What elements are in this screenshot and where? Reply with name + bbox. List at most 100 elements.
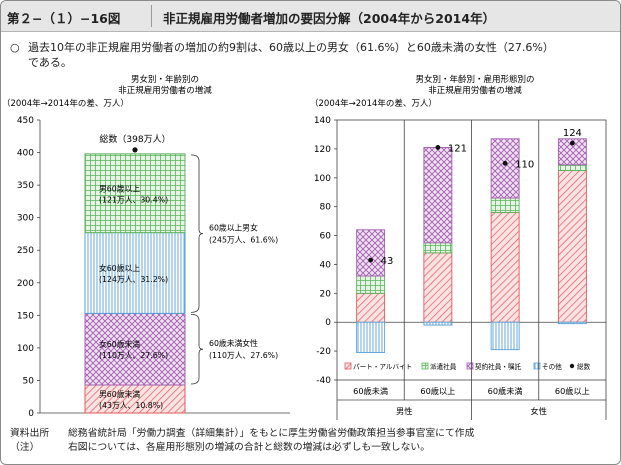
left-segment-name: 男60歳以上: [99, 183, 140, 193]
right-x-category: 60歳以上: [420, 386, 455, 396]
right-bar-part: [490, 211, 520, 323]
footnote-note: （注） 右図については、各雇用形態別の増減の合計と総数の増減は必ずしも一致しない。: [10, 442, 430, 453]
right-total-marker: [569, 140, 575, 146]
legend-label-contract: 契約社員・嘱託: [475, 362, 522, 371]
left-segment-detail: (43万人、10.8%): [99, 401, 163, 410]
left-chart-ylabel: （2004年→2014年の差、万人）: [2, 98, 129, 109]
legend-swatch-part: [344, 362, 352, 370]
right-y-tick-label: -40: [316, 376, 331, 386]
left-brace-detail: (245万人、61.6%): [209, 236, 278, 245]
right-bar-part: [423, 252, 453, 323]
left-chart-title-line2: 非正規雇用労働者の増減: [118, 85, 212, 96]
left-y-tick-label: 450: [17, 116, 34, 126]
right-chart-ylabel: （2004年→2014年の差、万人）: [310, 98, 437, 109]
left-bar-segment-m_60plus: [84, 153, 186, 234]
left-total-marker: [132, 147, 138, 153]
left-brace-label: 60歳以上男女: [209, 223, 258, 233]
left-chart: 男女別・年齢別の 非正規雇用労働者の増減 （2004年→2014年の差、万人） …: [2, 74, 290, 419]
right-bar-contract: [490, 138, 520, 199]
right-bar-contract: [423, 146, 453, 244]
right-legend: パート・アルバイト 派遣社員 契約社員・嘱託 その他 総数: [344, 362, 591, 371]
right-x-group: 女性: [531, 406, 547, 416]
lead-text: ○ 過去10年の非正規雇用労働者の増加の約9割は、60歳以上の男女（61.6%）と…: [10, 40, 610, 70]
right-chart-title-line1: 男女別・年齢別・雇用形態別の: [415, 74, 534, 85]
left-segment-detail: (121万人、30.4%): [99, 195, 168, 204]
right-y-tick-label: 100: [314, 174, 331, 184]
legend-label-other: その他: [542, 362, 562, 371]
right-y-tick-label: 20: [320, 289, 332, 299]
left-segment-name: 女60歳以上: [99, 263, 140, 273]
figure-title: 非正規雇用労働者増加の要因分解（2004年から2014年）: [163, 11, 496, 26]
header-divider: [151, 5, 152, 27]
left-y-tick-label: 100: [17, 344, 34, 354]
footnote-source: 資料出所 総務省統計局「労働力調査（詳細集計）」をもとに厚生労働省労働政策担当参事…: [10, 428, 475, 439]
right-total-label: 43: [381, 256, 394, 267]
right-totals: 43 121 110 124: [368, 128, 582, 267]
left-brace: [190, 313, 204, 385]
left-y-tick-label: 400: [17, 149, 34, 159]
bullet-mark: ○: [10, 41, 20, 54]
left-segment-labels: 男60歳未満 (43万人、10.8%) 女60歳未満 (110万人、27.6%) 女60…: [99, 183, 168, 410]
right-x-group: 男性: [396, 406, 412, 416]
right-bar-dispatch: [423, 242, 453, 254]
left-brace-label: 60歳未満女性: [209, 338, 258, 348]
right-total-label: 121: [448, 143, 467, 154]
legend-label-total: 総数: [577, 362, 591, 371]
right-y-tick-label: 140: [314, 116, 331, 126]
right-bar-dispatch: [557, 164, 587, 172]
right-bar-part: [557, 170, 587, 323]
right-total-marker: [435, 145, 441, 150]
right-bar-dispatch: [356, 275, 386, 294]
right-x-category: 60歳以上: [555, 386, 590, 396]
lead-line-1: 過去10年の非正規雇用労働者の増加の約9割は、60歳以上の男女（61.6%）と6…: [28, 41, 554, 54]
right-x-category: 60歳未満: [353, 386, 388, 396]
left-segment-name: 男60歳未満: [99, 389, 140, 399]
left-y-tick-label: 200: [17, 279, 34, 289]
footnotes: 資料出所 総務省統計局「労働力調査（詳細集計）」をもとに厚生労働省労働政策担当参事…: [10, 427, 474, 455]
right-total-marker: [368, 257, 374, 263]
right-chart-title-line2: 非正規雇用労働者の増減: [428, 85, 522, 96]
right-bar-dispatch: [490, 197, 520, 213]
right-x-category: 60歳未満: [488, 386, 523, 396]
left-segment-detail: (110万人、27.6%): [99, 351, 168, 360]
right-y-tick-label: 60: [320, 232, 332, 242]
legend-swatch-contract: [466, 362, 474, 370]
left-segment-name: 女60歳未満: [99, 339, 140, 349]
right-y-tick-label: 120: [314, 145, 331, 155]
right-bars: [356, 138, 587, 354]
left-bar-segment-f_under60: [84, 312, 186, 386]
legend-label-part: パート・アルバイト: [353, 363, 412, 371]
left-total-label: 総数（398万人）: [99, 133, 170, 145]
right-bar-contract: [356, 229, 386, 277]
left-y-tick-label: 150: [17, 311, 34, 321]
right-total-label: 124: [563, 128, 582, 139]
right-chart: 男女別・年齢別・雇用形態別の 非正規雇用労働者の増減 （2004年→2014年の…: [310, 74, 607, 420]
right-y-tick-label: 40: [320, 260, 332, 270]
lead-line-2: である。: [28, 56, 72, 69]
left-brace-detail: (110万人、27.6%): [209, 351, 278, 360]
legend-swatch-dispatch: [421, 362, 429, 370]
right-total-marker: [502, 160, 508, 166]
left-segment-detail: (124万人、31.2%): [99, 275, 168, 284]
right-y-tick-label: 0: [325, 318, 331, 328]
left-braces: 60歳以上男女 (245万人、61.6%) 60歳未満女性 (110万人、27.6%): [190, 154, 278, 385]
left-bar-segment-f_60plus: [84, 232, 186, 314]
right-y-tick-label: -20: [316, 347, 331, 357]
legend-swatch-other: [533, 362, 541, 370]
right-total-label: 110: [515, 159, 534, 170]
figure-header: 第２−（１）−16図 非正規雇用労働者増加の要因分解（2004年から2014年）: [1, 1, 620, 32]
right-bar-part: [356, 292, 386, 323]
right-y-tick-label: 80: [320, 203, 332, 213]
figure-number: 第２−（１）−16図: [7, 11, 121, 26]
legend-label-dispatch: 派遣社員: [430, 362, 457, 371]
left-chart-title-line1: 男女別・年齢別の: [131, 74, 199, 85]
left-y-tick-label: 250: [17, 246, 34, 256]
left-y-tick-label: 50: [23, 376, 35, 386]
left-bar-segment-m_under60: [84, 384, 186, 414]
right-bar-other: [557, 321, 587, 325]
left-y-tick-label: 350: [17, 181, 34, 191]
legend-total-marker: [569, 363, 575, 369]
left-brace: [190, 154, 204, 313]
